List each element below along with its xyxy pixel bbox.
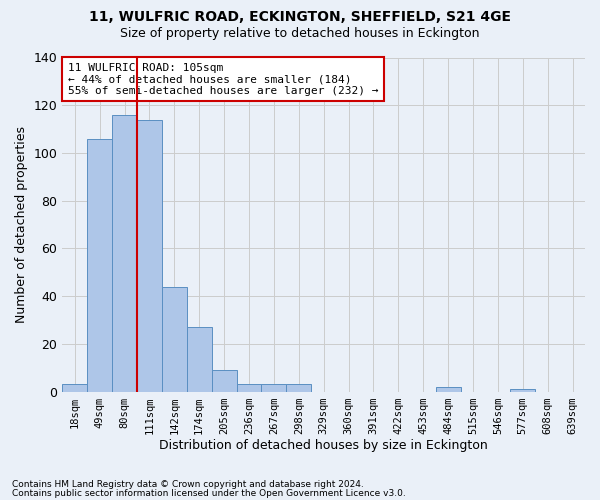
Bar	[212, 370, 236, 392]
Text: 11, WULFRIC ROAD, ECKINGTON, SHEFFIELD, S21 4GE: 11, WULFRIC ROAD, ECKINGTON, SHEFFIELD, …	[89, 10, 511, 24]
Text: Contains HM Land Registry data © Crown copyright and database right 2024.: Contains HM Land Registry data © Crown c…	[12, 480, 364, 489]
Bar	[87, 138, 112, 392]
Bar	[112, 115, 137, 392]
Bar	[236, 384, 262, 392]
Bar	[62, 384, 87, 392]
Text: Size of property relative to detached houses in Eckington: Size of property relative to detached ho…	[120, 28, 480, 40]
Bar	[187, 327, 212, 392]
Bar	[137, 120, 162, 392]
Bar	[286, 384, 311, 392]
Text: 11 WULFRIC ROAD: 105sqm
← 44% of detached houses are smaller (184)
55% of semi-d: 11 WULFRIC ROAD: 105sqm ← 44% of detache…	[68, 62, 378, 96]
Y-axis label: Number of detached properties: Number of detached properties	[15, 126, 28, 323]
Bar	[262, 384, 286, 392]
Bar	[511, 389, 535, 392]
X-axis label: Distribution of detached houses by size in Eckington: Distribution of detached houses by size …	[159, 440, 488, 452]
Bar	[436, 387, 461, 392]
Text: Contains public sector information licensed under the Open Government Licence v3: Contains public sector information licen…	[12, 488, 406, 498]
Bar	[162, 286, 187, 392]
